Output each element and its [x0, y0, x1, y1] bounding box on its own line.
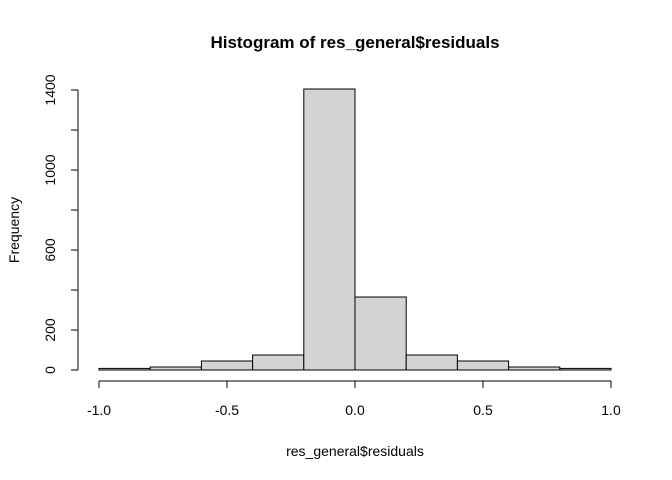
bars-group	[98, 88, 612, 371]
x-tick-label: -0.5	[215, 402, 239, 418]
chart-title: Histogram of res_general$residuals	[210, 33, 499, 52]
histogram-bar-5	[354, 296, 407, 371]
y-tick-label: 1000	[42, 154, 58, 185]
x-axis: -1.0 -0.5 0.0 0.5 1.0	[87, 380, 621, 418]
histogram-bar-8	[508, 366, 561, 371]
x-tick-label: 1.0	[601, 402, 621, 418]
histogram-bar-2	[200, 360, 254, 371]
y-tick-label: 0	[42, 366, 58, 374]
histogram-bar-4	[303, 88, 356, 371]
histogram-bar-6	[405, 354, 458, 371]
x-tick-label: -1.0	[87, 402, 111, 418]
histogram-bar-7	[456, 360, 510, 371]
y-axis: 0 200 600 1000 1400	[42, 74, 79, 374]
y-tick-label: 1400	[42, 74, 58, 105]
histogram-bar-1	[149, 366, 202, 371]
y-axis-label: Frequency	[6, 197, 22, 263]
y-tick-label: 600	[42, 238, 58, 262]
histogram-bar-3	[252, 354, 305, 371]
x-tick-label: 0.5	[473, 402, 493, 418]
histogram-bar-9	[559, 367, 612, 371]
y-tick-label: 200	[42, 318, 58, 342]
histogram-bar-0	[98, 367, 151, 371]
x-axis-label: res_general$residuals	[286, 443, 424, 459]
x-tick-label: 0.0	[345, 402, 365, 418]
